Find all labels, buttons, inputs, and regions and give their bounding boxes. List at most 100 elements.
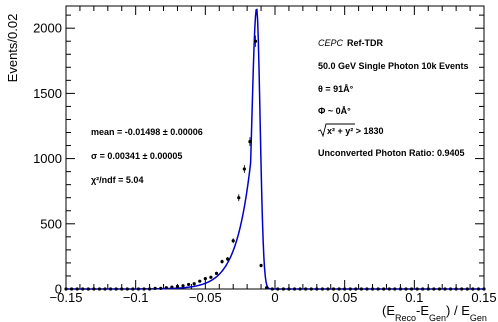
data-point: [209, 275, 213, 279]
data-point: [120, 287, 124, 291]
data-point: [415, 287, 419, 291]
data-point: [226, 257, 230, 261]
data-point: [92, 287, 96, 291]
x-tick-label: −0.1: [123, 290, 149, 305]
data-point: [365, 287, 369, 291]
data-point: [220, 260, 224, 264]
fit-sigma: σ = 0.00341 ± 0.00005: [91, 151, 182, 161]
y-tick-labels: 0 500 1000 1500 2000: [33, 21, 62, 297]
data-point: [398, 287, 402, 291]
data-point: [326, 287, 330, 291]
info-line-phi: Φ ~ 0Å°: [318, 106, 351, 116]
data-point: [331, 287, 336, 291]
x-tick-label: 0.1: [405, 290, 423, 305]
data-point: [75, 287, 79, 291]
x-axis-label-part: -E: [416, 303, 429, 318]
data-point: [192, 282, 196, 286]
data-point: [287, 287, 291, 291]
data-point: [298, 287, 302, 291]
data-point: [69, 287, 74, 291]
data-point: [148, 287, 152, 291]
data-point: [432, 287, 436, 291]
data-point: [376, 287, 380, 291]
data-point: [237, 196, 241, 200]
data-point: [343, 287, 347, 291]
data-point: [320, 287, 324, 291]
fit-mean: mean = -0.01498 ± 0.00006: [91, 127, 203, 137]
data-points: [64, 35, 486, 291]
info-line-radius: x² + y² > 1830: [327, 126, 384, 136]
fit-stats-box: mean = -0.01498 ± 0.00006 σ = 0.00341 ± …: [91, 127, 203, 185]
data-point: [292, 287, 297, 291]
data-point: [198, 279, 202, 283]
data-point: [270, 287, 274, 291]
experiment-version: Ref-TDR: [347, 38, 383, 48]
data-point: [476, 287, 481, 291]
y-tick-label: 1500: [33, 86, 62, 101]
data-point: [164, 286, 168, 290]
data-point: [97, 287, 102, 291]
data-point: [304, 287, 308, 291]
data-point: [426, 287, 430, 291]
data-point: [248, 140, 252, 144]
data-point: [81, 287, 85, 291]
data-point: [108, 287, 113, 291]
data-point: [315, 287, 319, 291]
data-point: [242, 167, 246, 171]
x-axis-label: (EReco-EGen) / EGen: [382, 303, 487, 322]
data-point: [159, 286, 163, 290]
x-axis-label-sub: Gen: [429, 313, 446, 322]
data-point: [175, 284, 180, 288]
data-point: [214, 271, 219, 275]
fit-chi2: χ²/ndf = 5.04: [91, 175, 143, 185]
info-line-energy: 50.0 GeV Single Photon 10k Events: [318, 61, 469, 71]
sqrt-sign-icon: [317, 123, 355, 138]
data-point: [409, 287, 414, 291]
data-point: [465, 287, 469, 291]
data-point: [281, 287, 285, 291]
x-axis-label-part: ) / E: [446, 303, 470, 318]
x-axis-label-sub: Gen: [470, 313, 487, 322]
data-point: [387, 287, 391, 291]
data-point: [103, 287, 107, 291]
x-tick-label: −0.05: [189, 290, 222, 305]
fit-curve: [66, 8, 484, 290]
experiment-label: CEPC Ref-TDR: [318, 38, 384, 48]
experiment-name: CEPC: [318, 38, 344, 48]
data-point: [265, 286, 269, 290]
data-point: [253, 39, 258, 43]
info-line-ratio: Unconverted Photon Ratio: 0.9405: [318, 148, 465, 158]
data-point: [187, 282, 191, 287]
data-point: [125, 287, 129, 291]
data-point: [203, 276, 207, 281]
data-point: [136, 287, 141, 291]
info-line-theta: θ = 91Å°: [318, 84, 354, 94]
x-axis-ticks: [65, 6, 485, 289]
data-point: [437, 287, 442, 291]
data-point: [471, 287, 475, 291]
info-box: CEPC Ref-TDR 50.0 GeV Single Photon 10k E…: [317, 38, 469, 158]
y-axis-ticks: [66, 14, 484, 290]
y-tick-label: 0: [55, 282, 62, 297]
data-point: [231, 239, 235, 243]
x-tick-label: −0.15: [50, 290, 83, 305]
data-point: [448, 287, 453, 291]
x-tick-label: 0.05: [332, 290, 357, 305]
data-point: [404, 287, 408, 291]
data-point: [454, 287, 458, 291]
data-point: [382, 287, 386, 291]
data-point: [393, 287, 397, 291]
data-point: [348, 287, 352, 291]
data-point: [354, 287, 358, 291]
data-point: [153, 286, 157, 290]
x-tick-label: 0.15: [471, 290, 496, 305]
y-tick-label: 1000: [33, 151, 62, 166]
data-point: [359, 287, 363, 291]
data-point: [482, 287, 486, 291]
data-point: [170, 285, 174, 289]
data-point: [114, 287, 118, 291]
x-tick-label: 0: [271, 290, 278, 305]
data-point: [276, 287, 280, 291]
data-point: [370, 287, 375, 291]
